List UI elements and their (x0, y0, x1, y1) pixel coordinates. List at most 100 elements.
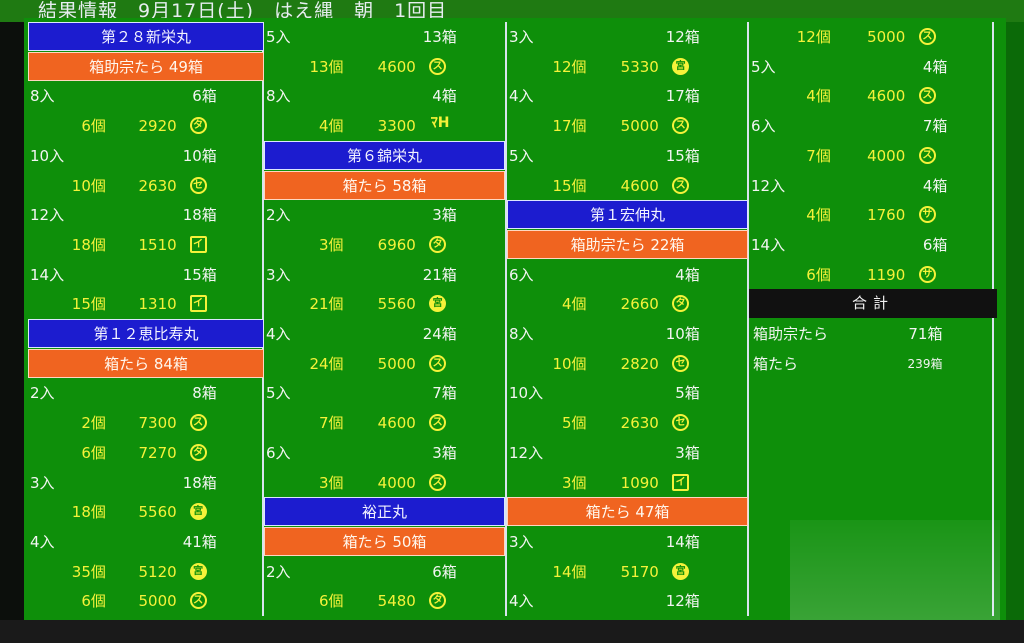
board-row: 12入 18箱 (28, 200, 264, 230)
buyer-mark-icon: ス (189, 592, 207, 610)
vessel-name: 第１２恵比寿丸 (28, 319, 264, 348)
size-label: 12入 (30, 206, 65, 225)
board-row: 箱たら 239箱 (749, 349, 997, 379)
bottom-edge (0, 620, 1024, 643)
box-count: 4箱 (675, 265, 700, 284)
unit-price: 5000 (377, 354, 416, 373)
piece-count: 4個 (318, 117, 344, 136)
box-count: 18箱 (182, 206, 217, 225)
piece-count: 7個 (318, 414, 344, 433)
box-count: 15箱 (665, 146, 700, 165)
board-row: 2入 8箱 (28, 378, 264, 408)
board-row: 6個 5000 ス (28, 586, 264, 616)
buyer-mark-icon: 宮 (189, 562, 207, 580)
board-row: 12入 4箱 (749, 171, 997, 201)
unit-price: 1090 (620, 473, 659, 492)
size-label: 5入 (509, 146, 534, 165)
box-count: 3箱 (432, 206, 457, 225)
catch-summary: 箱助宗たら 22箱 (507, 229, 748, 259)
piece-count: 14個 (552, 562, 587, 581)
piece-count: 35個 (71, 562, 106, 581)
unit-price: 1190 (867, 265, 906, 284)
size-label: 6入 (509, 265, 534, 284)
buyer-mark-icon: タ (189, 117, 207, 135)
unit-price: 4600 (867, 87, 906, 106)
box-count: 18箱 (182, 473, 217, 492)
column-divider (992, 22, 994, 616)
board-row: 12入 3箱 (507, 438, 748, 468)
size-label: 10入 (30, 146, 65, 165)
board-row: 3個 4000 ス (264, 468, 505, 498)
board-row: 10個 2820 セ (507, 349, 748, 379)
piece-count: 4個 (806, 206, 831, 225)
board-row: 8入 4箱 (264, 81, 505, 111)
vessel-name: 裕正丸 (264, 497, 505, 527)
box-count: 10箱 (665, 325, 700, 343)
vessel-name: 第１宏伸丸 (507, 200, 748, 230)
piece-count: 18個 (71, 235, 106, 254)
buyer-mark-icon: イ (672, 473, 690, 491)
left-edge (0, 22, 24, 620)
piece-count: 3個 (318, 473, 344, 492)
board-row: 15個 4600 ス (507, 171, 748, 201)
piece-count: 6個 (806, 265, 831, 284)
board-row: 5個 2630 セ (507, 408, 748, 438)
board-row: 箱たら 58箱 (264, 170, 505, 201)
buyer-mark-icon: ス (429, 473, 447, 491)
unit-price: 1310 (138, 295, 177, 314)
size-label: 8入 (509, 325, 534, 343)
piece-count: 10個 (71, 176, 106, 195)
unit-price: 2660 (620, 295, 659, 314)
box-count: 14箱 (665, 532, 700, 551)
piece-count: 6個 (318, 592, 344, 611)
unit-price: 5480 (377, 592, 416, 611)
piece-count: 6個 (81, 592, 106, 611)
unit-price: 6960 (377, 235, 416, 254)
board-row: 3個 6960 タ (264, 230, 505, 260)
board-row: 8入 10箱 (507, 319, 748, 349)
board-row: 第１２恵比寿丸 (28, 319, 264, 349)
board-row: 3入 12箱 (507, 22, 748, 52)
size-label: 12入 (509, 443, 544, 462)
unit-price: 5560 (138, 503, 177, 522)
board-row: 5入 7箱 (264, 378, 505, 408)
board-row: 14個 5170 宮 (507, 557, 748, 587)
size-label: 6入 (266, 443, 291, 462)
piece-count: 13個 (309, 57, 344, 76)
board-row: 箱助宗たら 49箱 (28, 51, 264, 82)
unit-price: 1510 (138, 235, 177, 254)
catch-summary: 箱助宗たら 49箱 (28, 51, 264, 81)
board-row: 12個 5330 宮 (507, 52, 748, 82)
board-row: 4入 41箱 (28, 527, 264, 557)
board-row: 10個 2630 セ (28, 171, 264, 201)
buyer-mark-icon: サ (918, 265, 936, 283)
size-label: 2入 (266, 206, 291, 225)
board-row: 14入 6箱 (749, 230, 997, 260)
size-label: 3入 (266, 265, 291, 284)
total-boxes: 71箱 (908, 325, 943, 343)
board-row: 6個 5480 タ (264, 586, 505, 616)
board-row: 17個 5000 ス (507, 111, 748, 141)
box-count: 4箱 (922, 176, 948, 195)
size-label: 4入 (509, 592, 534, 611)
box-count: 7箱 (432, 384, 457, 403)
board-row: 2個 7300 ス (28, 408, 264, 438)
box-count: 13箱 (422, 28, 457, 46)
catch-summary: 箱たら 84箱 (28, 348, 264, 378)
board-row: 4入 17箱 (507, 81, 748, 111)
unit-price: 7270 (138, 443, 177, 462)
board-row: 5入 15箱 (507, 141, 748, 171)
piece-count: 3個 (318, 235, 344, 254)
box-count: 10箱 (182, 146, 217, 165)
vessel-name: 第２８新栄丸 (28, 22, 264, 51)
piece-count: 6個 (81, 117, 106, 136)
unit-price: 2630 (138, 176, 177, 195)
column-divider (505, 22, 507, 616)
board-row: 21個 5560 宮 (264, 289, 505, 319)
box-count: 7箱 (922, 117, 948, 136)
board-row: 箱たら 84箱 (28, 348, 264, 379)
box-count: 15箱 (182, 265, 217, 284)
piece-count: 12個 (796, 28, 831, 46)
board-row: 第２８新栄丸 (28, 22, 264, 52)
piece-count: 15個 (552, 176, 587, 195)
